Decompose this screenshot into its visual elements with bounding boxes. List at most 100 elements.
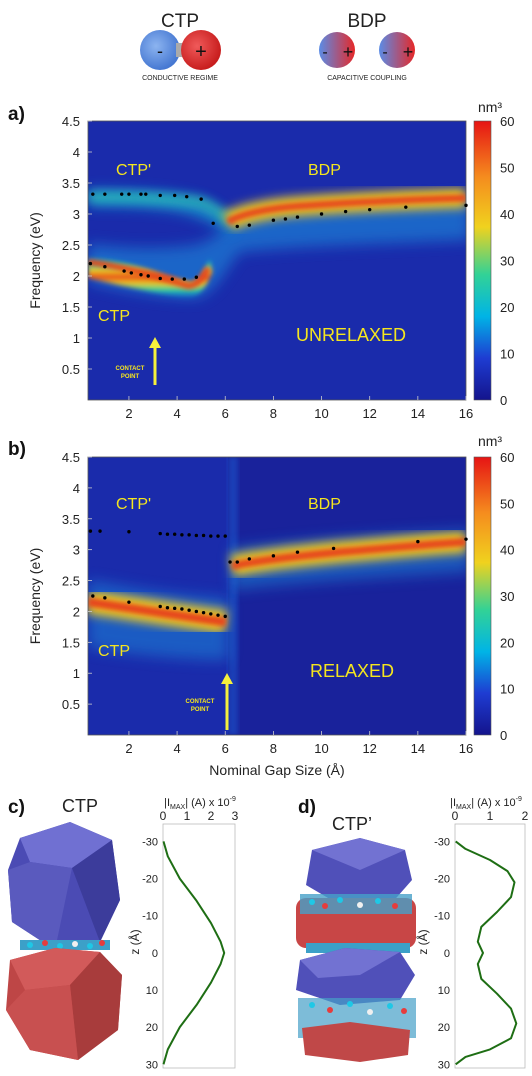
panel-a-point-ctp-9 [194,275,199,279]
panel-b-xtick-label: 14 [411,741,425,756]
panel-b-colorbar-tick: 0 [500,728,507,743]
panel-b-point-bdp-2 [247,557,252,561]
panel-b-point-ctp-9 [201,610,206,615]
panel-a-point-ctp-1 [103,265,107,269]
panel-d-title: CTP’ [332,814,372,834]
panel-a-point-bdp-1 [235,224,239,229]
panel-c-xlabel: |IMAX| (A) x 10-9 [164,796,236,811]
panel-b-point-ctp-prime-11 [216,534,220,538]
panel-c-ylabel: z (Å) [127,929,142,954]
panel-a-point-ctp-prime-8 [185,194,189,199]
panel-c-ytick-label: 30 [146,1059,158,1071]
panel-a-point-ctp-4 [139,273,143,277]
panel-c-xtick-label: 2 [208,809,215,823]
panel-a-colorbar-tick: 60 [500,114,514,129]
panel-a-ytick-label: 4 [73,145,80,160]
panel-d-axes: 0 1 2 -30 -20 -10 0 10 20 30 [434,809,529,1071]
panel-a-heatmap [88,121,466,400]
panel-b-ytick-label: 0.5 [62,697,80,712]
panel-b-point-ctp-prime-10 [209,534,213,538]
panel-a-label-ctp-prime: CTP' [116,162,151,179]
panel-a-point-ctp-prime-1 [103,192,107,196]
panel-b-colorbar-tick: 40 [500,543,514,558]
panel-a-point-ctp-prime-9 [199,197,203,201]
panel-b-label-ctp-prime: CTP' [116,496,151,513]
panel-a-colorbar-tick: 0 [500,393,507,408]
panel-d-ytick-label: -10 [434,911,450,923]
panel-b-xlabel: Nominal Gap Size (Å) [209,762,344,778]
panel-b-point-bdp-6 [416,539,420,544]
bdp-right-minus: - [382,44,387,61]
panel-d-ytick-label: 0 [444,948,450,960]
panel-d-xtick-label: 0 [452,809,459,823]
panel-a-point-ctp-prime-0 [91,192,95,196]
panel-b-label-bdp: BDP [308,496,341,513]
panel-b-point-ctp-prime-2 [127,530,131,534]
panel-b-xtick-label: 2 [125,741,132,756]
panel-a-ytick-label: 2.5 [62,238,80,253]
panel-b-colorbar-tick: 60 [500,450,514,465]
panel-b-xtick-label: 16 [459,741,473,756]
panel-b-point-ctp-11 [216,613,220,617]
panel-c-xtick-label: 1 [184,809,191,823]
panel-b-point-bdp-5 [331,546,336,551]
panel-b-point-ctp-6 [180,607,184,611]
panel-b-point-ctp-3 [158,604,162,609]
panel-b-ytick-label: 4 [73,481,80,496]
panel-a-points [88,192,468,281]
panel-b: b) 2 4 6 8 10 12 14 16 0.5 1 1.5 2 2.5 3 3.5 4 4.5 Freque… [8,433,514,778]
panel-a-xtick-label: 6 [222,406,229,421]
panel-a-point-ctp-6 [158,276,162,281]
ctp-minus-sign: - [157,41,163,61]
panel-d-ytick-label: -30 [434,836,450,848]
panel-b-point-bdp-0 [228,560,232,564]
panel-d-frame [454,823,526,1069]
panel-d-ytick-label: 30 [438,1059,450,1071]
panel-a-point-bdp-0 [211,221,215,225]
panel-b-points [88,529,468,619]
panel-b-heatmap [88,457,466,735]
panel-a-xtick-label: 16 [459,406,473,421]
panel-b-colorbar-tick: 30 [500,589,514,604]
panel-a-point-ctp-prime-2 [120,192,124,196]
panel-b-point-ctp-8 [194,609,199,614]
panel-b-ytick-label: 2.5 [62,574,80,589]
panel-b-ylabel: Frequency (eV) [27,548,43,644]
panel-d-ytick-label: 10 [438,985,450,997]
panel-c-ytick-label: -20 [142,874,158,886]
panel-a-ylabel: Frequency (eV) [27,212,43,308]
panel-a-point-bdp-8 [367,207,372,212]
panel-b-point-ctp-prime-1 [98,529,102,533]
panel-a-point-ctp-prime-6 [158,193,162,198]
panel-b-point-ctp-prime-3 [158,531,162,536]
panel-b-point-ctp-7 [187,608,191,612]
panel-a-contact-arrow [149,337,161,385]
ctp-positive-sphere [181,30,221,70]
panel-a-xtick-label: 12 [362,406,376,421]
panel-d-letter: d) [298,797,316,818]
panel-c-axes: 0 1 2 3 -30 -20 -10 0 10 20 30 [142,809,239,1071]
panel-b-xtick-label: 12 [362,741,376,756]
panel-a-point-ctp-3 [129,271,134,275]
panel-c-ytick-label: -30 [142,836,158,848]
panel-a-point-bdp-9 [404,205,408,209]
panel-b-ytick-label: 1 [73,666,80,681]
panel-b-point-ctp-5 [172,606,177,611]
bdp-header-title: BDP [347,11,386,32]
panel-a-point-ctp-8 [182,277,187,281]
panel-c-frame [162,823,236,1069]
panel-a-colorbar-unit: nm³ [478,99,502,115]
panel-a-point-ctp-0 [88,261,93,266]
panel-b-point-ctp-1 [103,596,107,600]
panel-b-colorbar-unit: nm³ [478,433,502,449]
panel-b-regime: RELAXED [310,661,394,681]
panel-b-point-bdp-3 [271,554,276,558]
panel-a-point-ctp-prime-4 [139,192,143,196]
ctp-plus-sign: + [195,41,207,63]
panel-b-point-ctp-prime-5 [172,532,177,536]
panel-a: a) 2 4 6 8 10 12 14 16 0.5 1 1.5 2 2.5 3 3.5 4 4.5 Freque… [8,99,514,421]
panel-a-colorbar-tick: 40 [500,207,514,222]
ctp-caption: CONDUCTIVE REGIME [142,75,218,82]
panel-d-xlabel: |IMAX| (A) x 10-9 [450,796,522,811]
